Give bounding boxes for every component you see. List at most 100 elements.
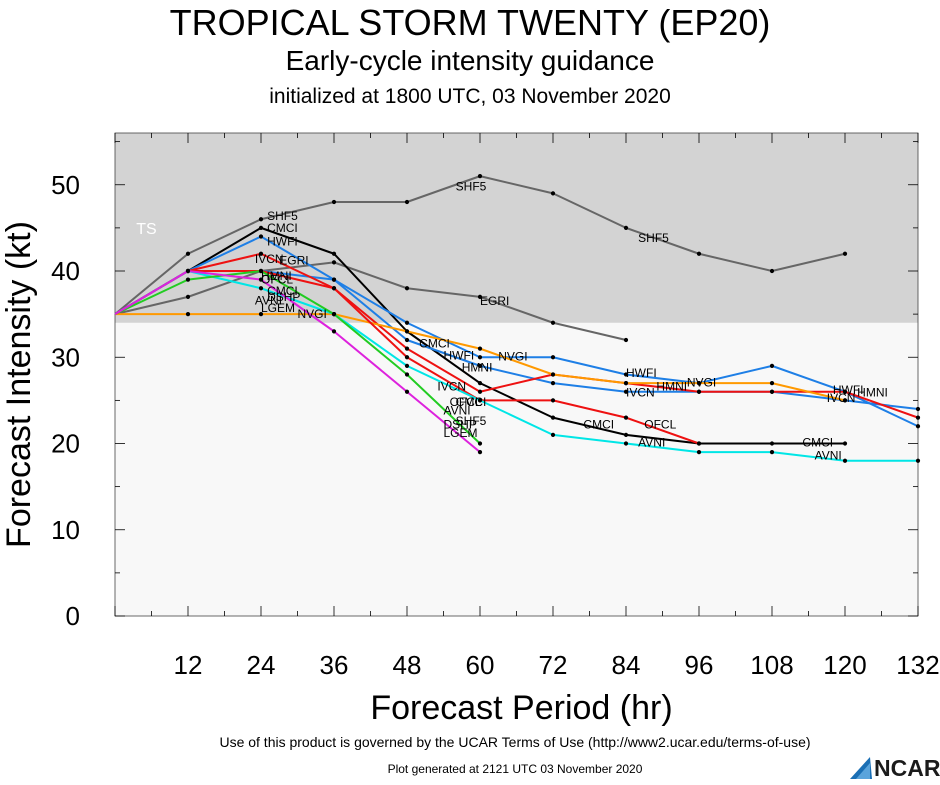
data-point-cmci <box>769 441 775 446</box>
data-point-egri <box>331 260 337 265</box>
data-point-ofcl <box>696 441 702 446</box>
data-point-shf5 <box>185 251 191 256</box>
series-label-hwfi: HWFI <box>444 349 475 363</box>
data-point-nvgi <box>404 329 410 334</box>
series-label-egri: EGRI <box>279 254 308 268</box>
series-line-lgem <box>114 270 481 453</box>
x-tick-label: 24 <box>247 650 276 680</box>
data-point-lgem <box>404 389 410 394</box>
data-point-lgem <box>331 329 337 334</box>
series-label-avni: AVNI <box>255 293 282 307</box>
data-point-hwfi <box>769 363 775 368</box>
data-point-hmni <box>404 346 410 351</box>
data-point-ivcn <box>404 337 410 343</box>
data-point-hwfi <box>404 320 410 325</box>
series-label-nvgi: NVGI <box>498 349 527 363</box>
series-label-hmni: HMNI <box>857 386 888 400</box>
series-label-cmci: CMCI <box>267 221 298 235</box>
data-point-ofcl <box>331 286 337 291</box>
series-label-ivcn: IVCN <box>437 380 466 394</box>
ncar-logo-text: NCAR <box>874 755 940 781</box>
x-tick-label: 132 <box>896 650 939 680</box>
x-tick-label: 36 <box>320 650 349 680</box>
series-label-lgem: LGEM <box>444 426 478 440</box>
series-label-cmci: CMCI <box>802 436 833 450</box>
x-tick-label: 48 <box>393 650 422 680</box>
data-point-cmci <box>550 415 556 420</box>
series-label-shf5: SHF5 <box>456 179 487 193</box>
ncar-logo: NCAR <box>846 755 940 781</box>
series-label-hmni: HMNI <box>462 361 493 375</box>
data-point-dshp <box>258 268 264 274</box>
series-line-hwfi <box>114 235 919 428</box>
series-label-dshp: DSHP <box>444 418 477 432</box>
plot-generated-note: Plot generated at 2121 UTC 03 November 2… <box>387 762 643 776</box>
data-point-ofcl <box>404 355 410 360</box>
data-point-hwfi <box>477 355 483 360</box>
chart-subtitle: Early-cycle intensity guidance <box>285 45 655 76</box>
data-point-lgem <box>185 268 191 274</box>
series-label-cmci: CMCI <box>456 395 487 409</box>
chart-title: TROPICAL STORM TWENTY (EP20) <box>169 2 771 43</box>
series-label-avni: AVNI <box>444 404 471 418</box>
data-point-ivcn <box>331 277 337 282</box>
data-point-nvgi <box>185 312 191 317</box>
data-point-egri <box>477 294 483 299</box>
x-tick-label: 120 <box>823 650 866 680</box>
data-point-shf5 <box>623 225 629 230</box>
x-tick-label: 108 <box>750 650 793 680</box>
y-tick-label: 30 <box>51 342 80 372</box>
data-point-dshp <box>404 372 410 377</box>
data-point-egri <box>185 294 191 299</box>
data-point-avni <box>477 398 483 403</box>
data-point-dshp <box>331 312 337 317</box>
y-axis-title: Forecast Intensity (kt) <box>0 221 38 548</box>
data-point-lgem <box>477 450 483 455</box>
series-label-ivcn: IVCN <box>626 386 655 400</box>
series-label-shf5: SHF5 <box>638 231 669 245</box>
x-tick-label: 60 <box>466 650 495 680</box>
data-point-dshp <box>477 441 483 446</box>
data-point-hmni <box>842 389 848 394</box>
data-point-cmci <box>477 381 483 386</box>
data-point-avni <box>842 458 848 463</box>
series-line-avni <box>114 270 918 462</box>
data-point-hmni <box>769 389 775 394</box>
data-point-hwfi <box>258 234 264 239</box>
series-label-ivcn: IVCN <box>255 252 284 266</box>
series-label-ofcl: OFCL <box>644 418 676 432</box>
data-point-hmni <box>915 415 921 420</box>
data-point-nvgi <box>769 381 775 386</box>
series-label-cmci: CMCI <box>267 284 298 298</box>
data-point-shf5 <box>331 199 337 205</box>
ncar-logo-icon <box>850 757 872 779</box>
data-point-egri <box>404 286 410 291</box>
series-label-hwfi: HWFI <box>626 366 657 380</box>
data-point-egri <box>623 337 629 343</box>
y-tick-label: 50 <box>51 170 80 200</box>
series-label-cmci: CMCI <box>583 418 614 432</box>
data-point-ofcl <box>623 415 629 420</box>
y-tick-label: 0 <box>66 601 80 631</box>
series-label-hmni: HMNI <box>656 380 687 394</box>
data-point-hwfi <box>550 355 556 360</box>
series-label-ivcn: IVCN <box>827 391 856 405</box>
series-label-cmci: CMCI <box>419 336 450 350</box>
data-point-ivcn <box>550 381 556 386</box>
data-point-ivcn <box>477 363 483 368</box>
x-tick-label: 72 <box>539 650 568 680</box>
data-point-cmci <box>331 251 337 256</box>
data-point-lgem <box>258 277 264 282</box>
data-point-nvgi <box>696 381 702 386</box>
series-label-shf5: SHF5 <box>456 414 487 428</box>
terms-of-use-note: Use of this product is governed by the U… <box>219 734 811 750</box>
series-label-egri: EGRI <box>480 294 509 308</box>
data-point-dshp <box>185 277 191 282</box>
series-label-nvgi: NVGI <box>687 375 716 389</box>
y-tick-label: 40 <box>51 256 80 286</box>
data-point-avni <box>915 458 921 463</box>
x-tick-label: 84 <box>612 650 641 680</box>
data-point-avni <box>769 450 775 455</box>
data-point-avni <box>696 450 702 455</box>
